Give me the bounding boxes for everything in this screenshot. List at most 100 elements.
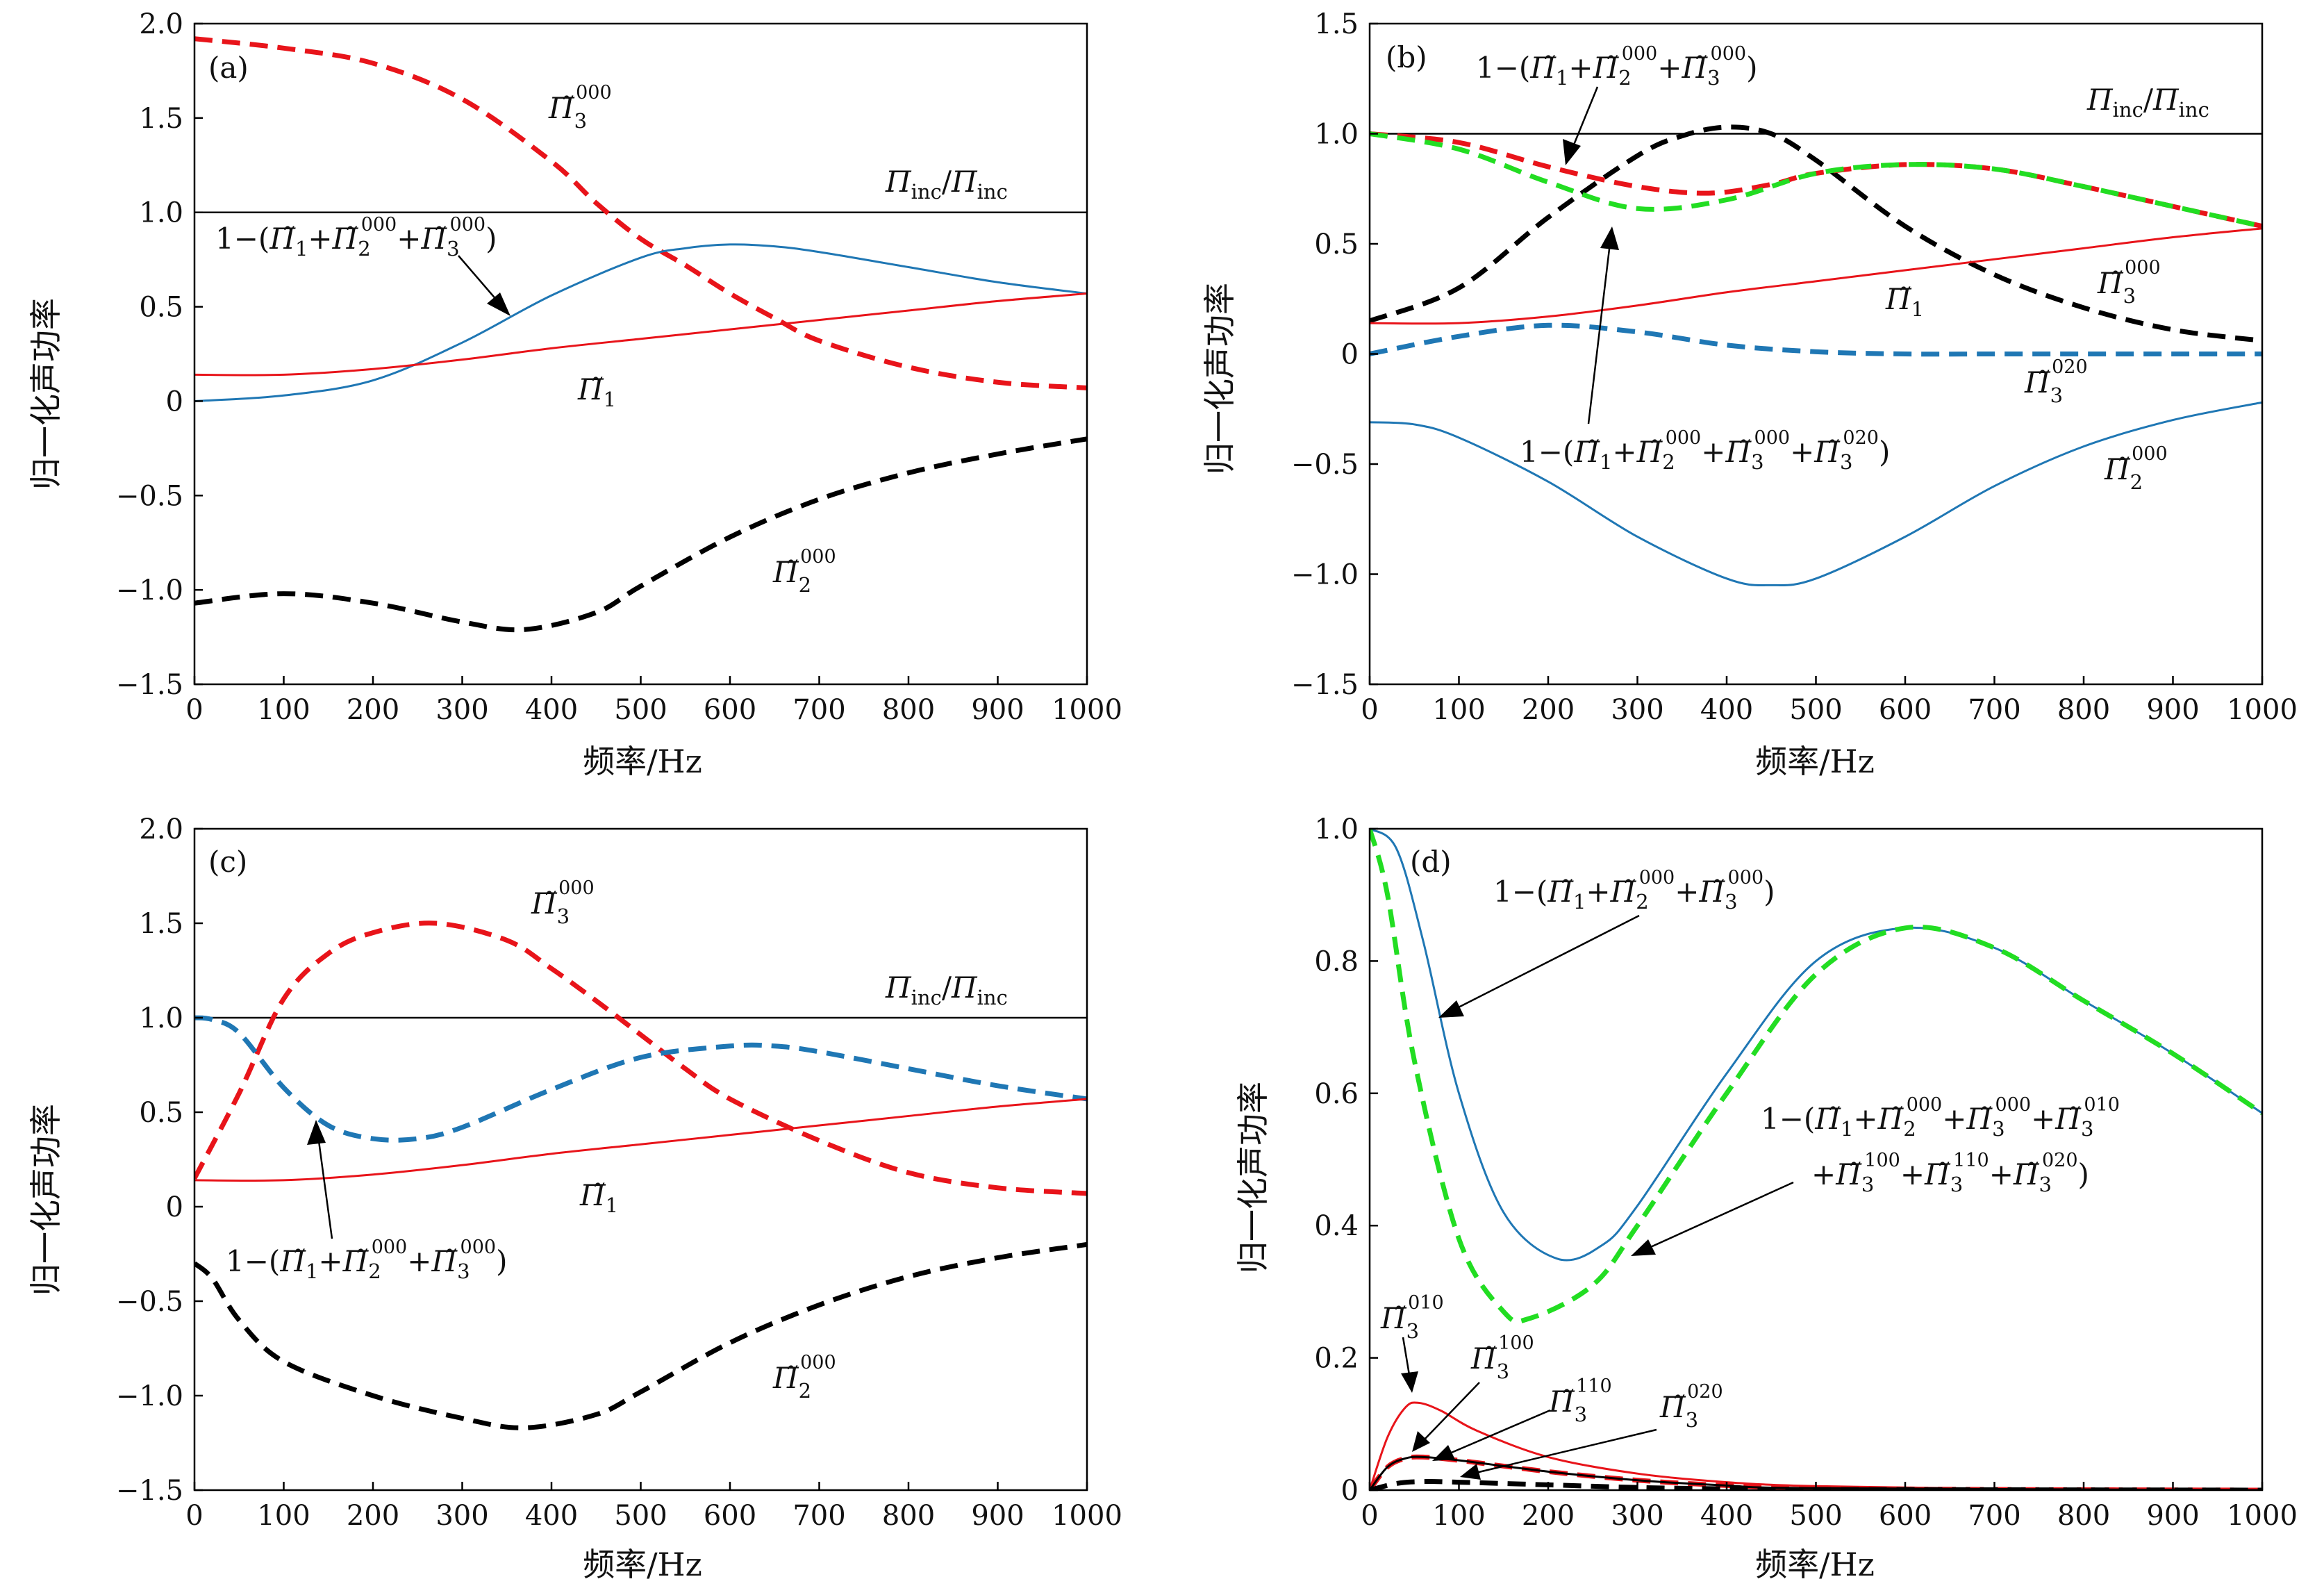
x-tick-label-c: 100	[257, 1500, 310, 1532]
label-pi3-000-c: Π̃3000	[531, 877, 595, 928]
svg-text:Π̃3000: Π̃3000	[548, 82, 612, 133]
y-tick-label-d: 0.6	[1314, 1078, 1359, 1110]
svg-text:Π̃1: Π̃1	[579, 1178, 618, 1217]
y-tick-label-a: −1.5	[116, 669, 183, 701]
x-tick-label-a: 300	[435, 694, 488, 726]
y-axis-label-b: 归一化声功率	[1201, 283, 1238, 474]
series-residual_b1-b	[1370, 131, 2262, 229]
plot-a: 0 100 200 300 400 500 600 700 800 900 1000 −1.5 −1.0…	[116, 8, 1122, 726]
series-pi2_000_b_solid-b	[1370, 401, 2262, 586]
series-residual_b2-b	[1370, 131, 2262, 229]
y-tick-label-c: −1.5	[116, 1475, 183, 1507]
x-tick-label-b: 0	[1361, 694, 1378, 726]
x-tick-label-a: 100	[257, 694, 310, 726]
y-axis-label-a: 归一化声功率	[27, 298, 65, 490]
label-pi3-000-b: Π̃3000	[2097, 257, 2161, 308]
series-group-a	[194, 36, 1087, 633]
label-pi3-020-d: Π̃3020	[1659, 1381, 1723, 1432]
svg-text:Π̃3000: Π̃3000	[531, 877, 595, 928]
y-tick-label-a: 1.0	[139, 197, 183, 229]
label-residual-d2: 1−(Π̃1+Π̃2000+Π̃3000+Π̃3010 +Π̃3100+Π̃31…	[1761, 1094, 2120, 1196]
x-tick-label-d: 300	[1611, 1500, 1663, 1532]
x-tick-label-a: 900	[971, 694, 1024, 726]
series-pi2_000-a	[194, 436, 1087, 633]
panel-label-d: (d)	[1410, 845, 1452, 879]
y-tick-label-c: −0.5	[116, 1286, 183, 1318]
x-tick-label-b: 800	[2057, 694, 2110, 726]
y-tick-label-a: 0	[166, 386, 183, 418]
y-tick-label-b: −0.5	[1291, 449, 1359, 481]
x-tick-label-d: 900	[2146, 1500, 2199, 1532]
arrow-pi3-100-d	[1412, 1382, 1480, 1452]
series-pi1-b	[1370, 227, 2262, 325]
svg-text:1−(Π̃1+Π̃2000+Π̃3000): 1−(Π̃1+Π̃2000+Π̃3000)	[1493, 867, 1775, 914]
svg-text:Π̃3020: Π̃3020	[1659, 1381, 1723, 1432]
y-tick-label-d: 1.0	[1314, 813, 1359, 845]
x-tick-label-a: 0	[185, 694, 203, 726]
x-tick-label-c: 900	[971, 1500, 1024, 1532]
label-pi2-000-a: Π̃2000	[772, 546, 836, 597]
svg-text:Π̃3000: Π̃3000	[2097, 257, 2161, 308]
arrow-residual-a	[458, 255, 511, 316]
x-tick-label-d: 0	[1361, 1500, 1378, 1532]
x-tick-label-b: 100	[1432, 694, 1485, 726]
panel-a: (a) Π̃3000 Πinc/Πinc 1−(Π̃1+Π̃2000+Π̃300…	[208, 51, 1008, 597]
y-tick-label-d: 0.4	[1314, 1210, 1359, 1242]
svg-text:Πinc/Πinc: Πinc/Πinc	[885, 165, 1008, 204]
svg-text:Π̃3100: Π̃3100	[1470, 1332, 1534, 1383]
y-tick-label-b: −1.0	[1291, 559, 1359, 591]
y-tick-label-b: 0	[1341, 339, 1359, 371]
x-tick-label-d: 600	[1879, 1500, 1932, 1532]
y-tick-label-d: 0.2	[1314, 1343, 1359, 1375]
x-tick-label-d: 400	[1700, 1500, 1753, 1532]
x-tick-label-c: 800	[882, 1500, 935, 1532]
series-pi3_020-b	[1370, 322, 2262, 357]
svg-text:Π̃1: Π̃1	[577, 372, 616, 411]
series-pi1-c	[194, 1098, 1087, 1182]
label-pi2-000-c: Π̃2000	[772, 1352, 836, 1403]
x-tick-label-b: 400	[1700, 694, 1753, 726]
x-tick-label-b: 600	[1879, 694, 1932, 726]
series-pi3_010-d	[1370, 1401, 2262, 1490]
x-tick-label-a: 400	[525, 694, 578, 726]
y-tick-label-c: 0.5	[139, 1097, 183, 1129]
plot-b: 0 100 200 300 400 500 600 700 800 900 1000 −1.5 −1.0…	[1291, 8, 2298, 726]
x-tick-label-c: 700	[792, 1500, 845, 1532]
x-tick-label-d: 100	[1432, 1500, 1485, 1532]
y-tick-label-d: 0	[1341, 1475, 1359, 1507]
panel-d: (d) 1−(Π̃1+Π̃2000+Π̃3000) 1−(Π̃1+Π̃2000+…	[1380, 845, 2120, 1480]
series-residual-a	[194, 243, 1087, 402]
x-tick-label-c: 500	[614, 1500, 667, 1532]
svg-text:Π̃2000: Π̃2000	[772, 546, 836, 597]
arrow-residual-c	[307, 1120, 333, 1239]
series-residual_d1-d	[1370, 829, 2262, 1262]
svg-text:Π̃3010: Π̃3010	[1380, 1292, 1444, 1343]
y-axis-label-d: 归一化声功率	[1234, 1082, 1272, 1273]
x-tick-label-c: 1000	[1052, 1500, 1122, 1532]
svg-text:Π̃3110: Π̃3110	[1548, 1376, 1612, 1426]
label-pi1-c: Π̃1	[579, 1178, 618, 1217]
x-tick-label-c: 0	[185, 1500, 203, 1532]
label-pi2-000-b: Π̃2000	[2104, 443, 2168, 494]
x-tick-label-b: 200	[1522, 694, 1575, 726]
series-pi2_000_b-b	[1370, 124, 2262, 343]
arrow-residual-b2	[1587, 226, 1619, 424]
y-tick-label-a: 0.5	[139, 292, 183, 324]
y-tick-label-b: 1.0	[1314, 119, 1359, 151]
x-tick-label-c: 200	[347, 1500, 399, 1532]
x-axis-label-c: 频率/Hz	[583, 1546, 702, 1583]
x-tick-label-a: 700	[792, 694, 845, 726]
arrow-pi3-010-d	[1401, 1337, 1418, 1393]
x-tick-label-a: 800	[882, 694, 935, 726]
label-inc-c: Πinc/Πinc	[885, 970, 1008, 1009]
series-pi3_000-a	[194, 36, 1087, 390]
label-residual-b2: 1−(Π̃1+Π̃2000+Π̃3000+Π̃3020)	[1520, 427, 1890, 474]
arrow-residual-d1	[1438, 914, 1640, 1018]
label-pi1-b: Π̃1	[1885, 282, 1924, 321]
x-tick-label-d: 200	[1522, 1500, 1575, 1532]
x-axis-label-a: 频率/Hz	[583, 743, 702, 780]
label-residual-d1: 1−(Π̃1+Π̃2000+Π̃3000)	[1493, 867, 1775, 914]
panel-b: (b) 1−(Π̃1+Π̃2000+Π̃3000) Πinc/Πinc Π̃30…	[1386, 40, 2209, 494]
svg-text:Π̃2000: Π̃2000	[2104, 443, 2168, 494]
label-pi3-000-a: Π̃3000	[548, 82, 612, 133]
